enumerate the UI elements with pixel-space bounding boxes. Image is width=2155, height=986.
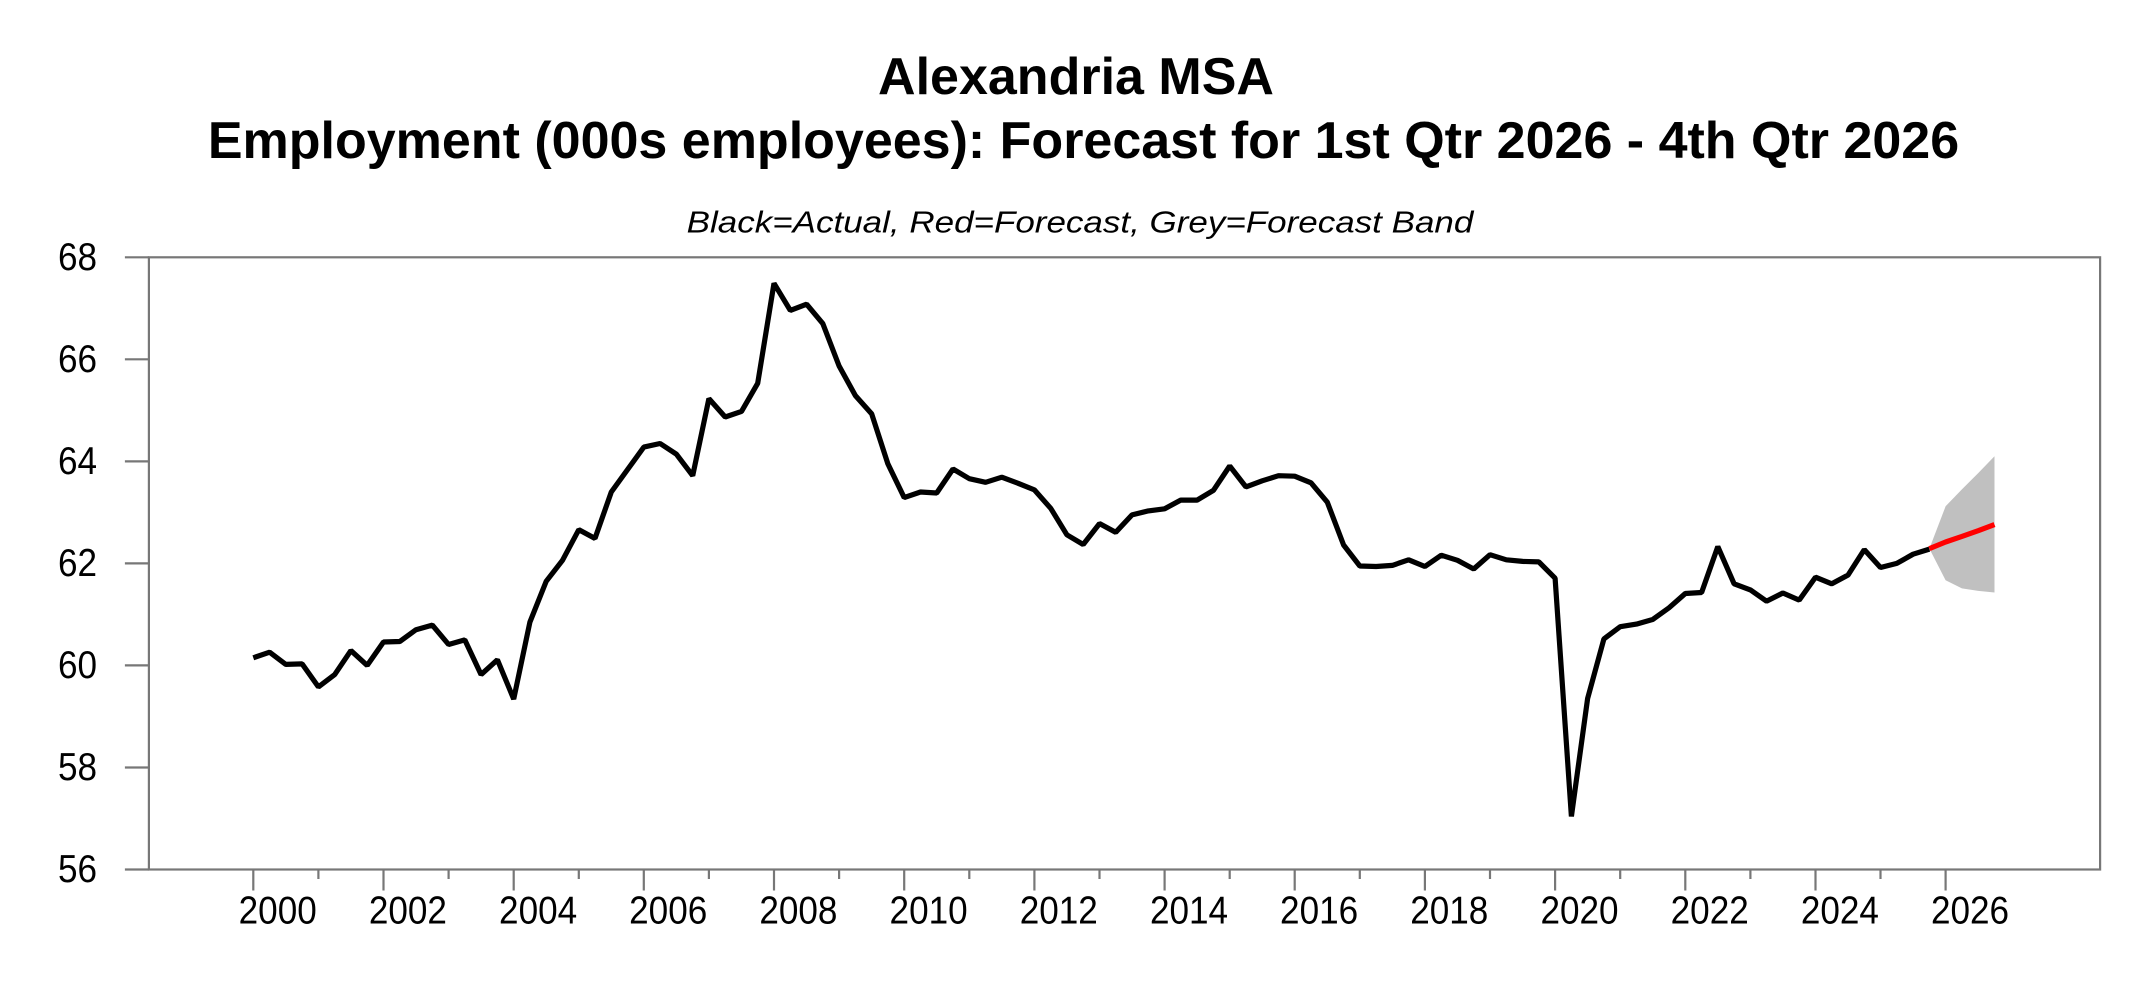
svg-text:64: 64 [58, 438, 97, 482]
svg-text:56: 56 [58, 846, 97, 890]
svg-text:2022: 2022 [1671, 888, 1749, 932]
svg-text:66: 66 [58, 336, 97, 380]
svg-text:2006: 2006 [629, 888, 707, 932]
svg-text:2000: 2000 [239, 888, 317, 932]
svg-text:Alexandria MSA: Alexandria MSA [878, 48, 1274, 106]
svg-text:Black=Actual, Red=Forecast, Gr: Black=Actual, Red=Forecast, Grey=Forecas… [687, 204, 1476, 238]
svg-text:2010: 2010 [890, 888, 968, 932]
svg-text:62: 62 [58, 540, 97, 584]
svg-text:60: 60 [58, 642, 97, 686]
svg-text:2004: 2004 [499, 888, 577, 932]
svg-text:2012: 2012 [1020, 888, 1098, 932]
svg-text:58: 58 [58, 744, 97, 788]
svg-text:2020: 2020 [1540, 888, 1618, 932]
svg-text:2014: 2014 [1150, 888, 1228, 932]
svg-text:2008: 2008 [759, 888, 837, 932]
svg-text:2024: 2024 [1801, 888, 1879, 932]
svg-text:Employment (000s employees): F: Employment (000s employees): Forecast fo… [208, 112, 1959, 170]
svg-text:2026: 2026 [1931, 888, 2009, 932]
svg-text:2002: 2002 [369, 888, 447, 932]
svg-text:2018: 2018 [1410, 888, 1488, 932]
svg-text:68: 68 [58, 234, 97, 278]
svg-text:2016: 2016 [1280, 888, 1358, 932]
